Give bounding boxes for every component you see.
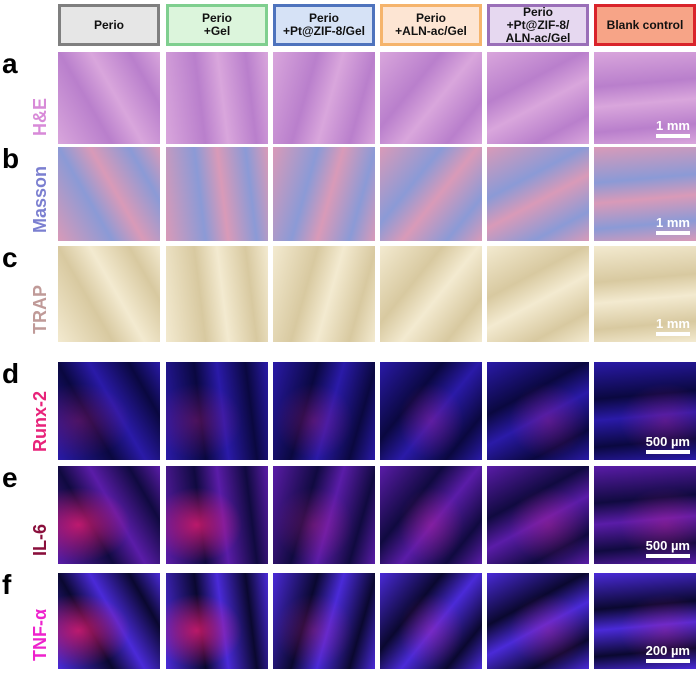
micrograph bbox=[380, 147, 482, 241]
scale-bar-label: 1 mm bbox=[656, 215, 690, 230]
scale-bar-line bbox=[645, 659, 690, 663]
micrograph bbox=[487, 362, 589, 460]
micrograph bbox=[487, 573, 589, 669]
micrograph bbox=[273, 147, 375, 241]
column-header: Perio +Pt@ZIF-8/Gel bbox=[273, 4, 375, 46]
scale-bar: 1 mm bbox=[656, 215, 690, 235]
column-header: Perio bbox=[58, 4, 160, 46]
micrograph bbox=[487, 466, 589, 564]
stain-label: IL-6 bbox=[30, 523, 50, 556]
micrograph bbox=[58, 466, 160, 564]
scale-bar-line bbox=[656, 332, 690, 336]
stain-label: TRAP bbox=[30, 285, 50, 334]
scale-bar-label: 1 mm bbox=[656, 316, 690, 331]
micrograph bbox=[166, 147, 268, 241]
micrograph bbox=[380, 573, 482, 669]
panel-letter: d bbox=[2, 358, 20, 389]
scale-bar-label: 1 mm bbox=[656, 118, 690, 133]
panel-letter: a bbox=[2, 48, 18, 79]
micrograph bbox=[380, 362, 482, 460]
scale-bar-label: 500 µm bbox=[645, 434, 690, 449]
scale-bar: 1 mm bbox=[656, 316, 690, 336]
micrograph bbox=[273, 573, 375, 669]
micrograph bbox=[273, 52, 375, 144]
micrograph: 1 mm bbox=[594, 52, 696, 144]
micrograph bbox=[166, 573, 268, 669]
micrograph: 200 µm bbox=[594, 573, 696, 669]
column-header: Perio +Gel bbox=[166, 4, 268, 46]
stain-label: Runx-2 bbox=[30, 390, 50, 452]
panel-letter: e bbox=[2, 462, 18, 493]
micrograph bbox=[166, 466, 268, 564]
micrograph bbox=[380, 466, 482, 564]
panel-letter: b bbox=[2, 143, 20, 174]
micrograph bbox=[380, 52, 482, 144]
scale-bar-label: 500 µm bbox=[645, 538, 690, 553]
micrograph: 500 µm bbox=[594, 362, 696, 460]
micrograph bbox=[166, 246, 268, 342]
micrograph bbox=[58, 573, 160, 669]
panel-letter: c bbox=[2, 242, 18, 273]
micrograph bbox=[166, 362, 268, 460]
micrograph: 1 mm bbox=[594, 246, 696, 342]
micrograph bbox=[487, 147, 589, 241]
scale-bar: 200 µm bbox=[645, 643, 690, 663]
micrograph bbox=[380, 246, 482, 342]
scale-bar: 1 mm bbox=[656, 118, 690, 138]
scale-bar-line bbox=[645, 554, 690, 558]
micrograph bbox=[273, 362, 375, 460]
scale-bar-label: 200 µm bbox=[645, 643, 690, 658]
column-header: Perio +ALN-ac/Gel bbox=[380, 4, 482, 46]
scale-bar-line bbox=[656, 134, 690, 138]
micrograph bbox=[166, 52, 268, 144]
stain-label: H&E bbox=[30, 97, 50, 136]
stain-label: TNF-α bbox=[30, 608, 50, 661]
scale-bar-line bbox=[656, 231, 690, 235]
micrograph: 1 mm bbox=[594, 147, 696, 241]
micrograph bbox=[487, 52, 589, 144]
micrograph bbox=[58, 246, 160, 342]
scale-bar: 500 µm bbox=[645, 434, 690, 454]
micrograph bbox=[273, 466, 375, 564]
micrograph bbox=[273, 246, 375, 342]
column-header: Perio +Pt@ZIF-8/ ALN-ac/Gel bbox=[487, 4, 589, 46]
column-header: Blank control bbox=[594, 4, 696, 46]
micrograph bbox=[58, 147, 160, 241]
scale-bar: 500 µm bbox=[645, 538, 690, 558]
stain-label: Masson bbox=[30, 165, 50, 233]
micrograph bbox=[58, 362, 160, 460]
micrograph: 500 µm bbox=[594, 466, 696, 564]
micrograph bbox=[58, 52, 160, 144]
panel-letter: f bbox=[2, 569, 12, 600]
micrograph bbox=[487, 246, 589, 342]
scale-bar-line bbox=[645, 450, 690, 454]
